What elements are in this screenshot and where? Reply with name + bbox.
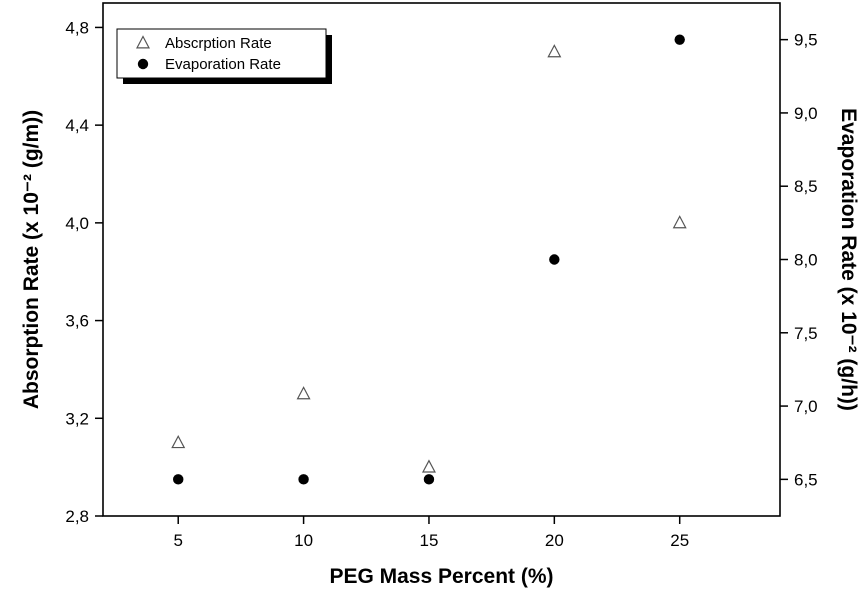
x-axis-ticks: 5 10 15 20 25 — [173, 516, 689, 550]
absorption-point — [547, 44, 562, 58]
right-y-tick-label: 9,0 — [794, 104, 818, 123]
right-y-tick-label: 9,5 — [794, 31, 818, 50]
left-y-tick-label: 3,2 — [65, 409, 89, 428]
absorption-point — [421, 459, 436, 473]
evaporation-point — [674, 34, 685, 45]
legend-box — [116, 28, 327, 79]
left-y-tick-label: 4,4 — [65, 116, 89, 135]
evaporation-point — [423, 474, 435, 485]
right-y-tick-label: 6,5 — [794, 470, 818, 489]
evaporation-point — [173, 474, 184, 485]
right-y-axis-title: Evaporation Rate (x 10⁻² (g/h)) — [837, 108, 860, 411]
x-tick-label: 20 — [545, 531, 564, 550]
legend-circle-icon — [137, 58, 149, 70]
x-tick-label: 10 — [294, 531, 313, 550]
left-y-tick-label: 2,8 — [65, 507, 89, 526]
legend-items: Abscrption Rate Evaporation Rate — [136, 35, 281, 73]
absorption-point — [296, 386, 311, 400]
legend-label: Evaporation Rate — [165, 56, 281, 73]
right-y-tick-label: 8,0 — [794, 251, 818, 270]
x-axis-title: PEG Mass Percent (%) — [329, 565, 553, 588]
legend-label: Abscrption Rate — [165, 35, 272, 52]
evaporation-point — [549, 254, 560, 265]
x-tick-label: 25 — [670, 531, 689, 550]
right-y-axis-ticks: 6,5 7,0 7,5 8,0 8,5 9,0 9,5 — [780, 31, 818, 489]
x-tick-label: 5 — [173, 531, 182, 550]
left-y-tick-label: 4,0 — [65, 214, 89, 233]
legend: Abscrption Rate Evaporation Rate — [116, 28, 332, 84]
absorption-point — [171, 434, 186, 449]
left-y-axis-title: Absorption Rate (x 10⁻² (g/m)) — [20, 110, 43, 409]
left-y-axis-ticks: 2,8 3,2 3,6 4,0 4,4 4,8 — [65, 18, 103, 526]
x-tick-label: 15 — [420, 531, 439, 550]
legend-triangle-icon — [136, 35, 150, 49]
right-y-tick-label: 8,5 — [794, 177, 818, 196]
right-y-tick-label: 7,0 — [794, 397, 818, 416]
evaporation-point — [298, 474, 309, 485]
left-y-tick-label: 3,6 — [65, 312, 89, 331]
absorption-point — [672, 215, 687, 229]
right-y-tick-label: 7,5 — [794, 324, 818, 343]
data-marks — [171, 34, 687, 485]
left-y-tick-label: 4,8 — [65, 18, 89, 37]
